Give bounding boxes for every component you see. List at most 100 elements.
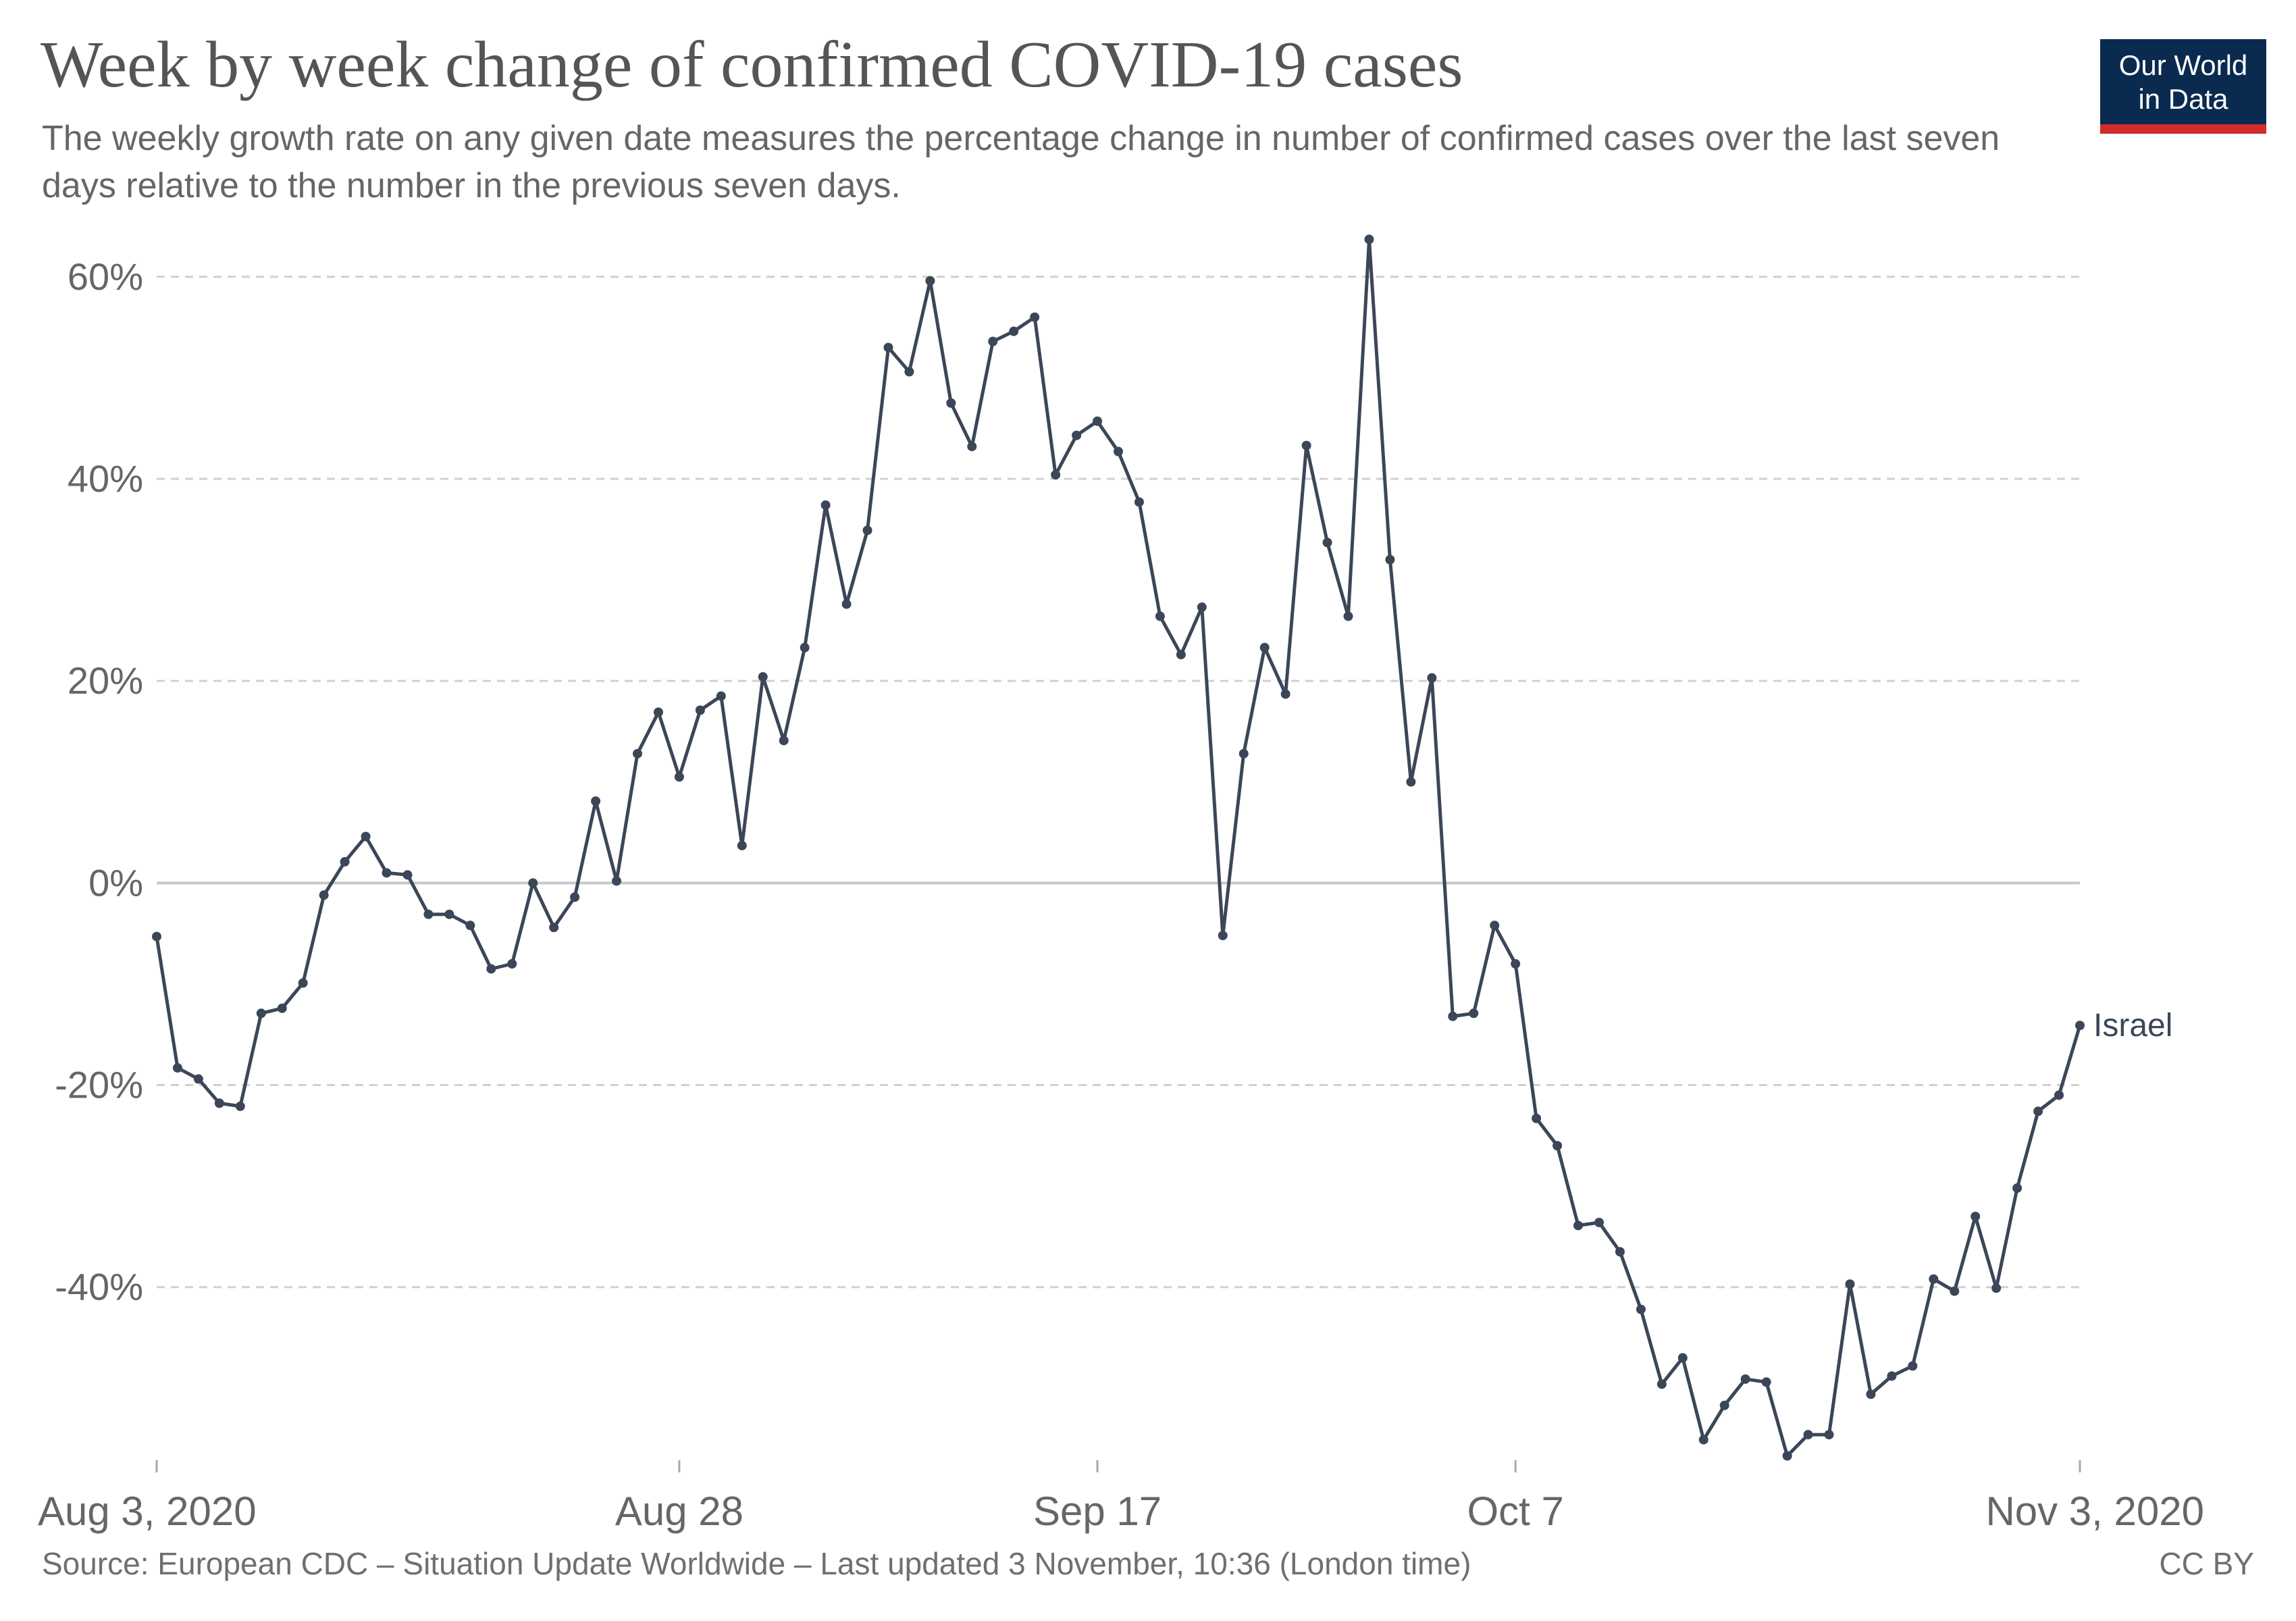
- license-link[interactable]: CC BY: [2159, 1546, 2254, 1581]
- data-point: [1824, 1430, 1834, 1440]
- data-point: [1532, 1113, 1542, 1123]
- data-point: [988, 336, 998, 346]
- data-point: [549, 923, 559, 933]
- series-layer: Israel: [152, 234, 2172, 1461]
- data-point: [1490, 921, 1500, 931]
- data-point: [1929, 1274, 1939, 1284]
- data-point: [1030, 312, 1040, 322]
- series-label-israel[interactable]: Israel: [2093, 1008, 2172, 1044]
- data-point: [235, 1101, 245, 1111]
- data-point: [1761, 1377, 1771, 1387]
- y-tick-label: 40%: [68, 457, 143, 500]
- data-point: [925, 276, 935, 286]
- data-point: [1782, 1451, 1792, 1461]
- data-point: [340, 856, 350, 867]
- data-point: [1615, 1247, 1625, 1257]
- data-point: [1238, 748, 1249, 758]
- data-point: [1908, 1361, 1918, 1371]
- data-point: [695, 705, 705, 715]
- data-point: [1803, 1430, 1813, 1440]
- data-point: [1656, 1379, 1667, 1389]
- x-axis-ticks: Aug 3, 2020 Aug 28 Sep 17 Oct 7 Nov 3, 2020: [38, 1460, 2204, 1534]
- data-point: [800, 642, 810, 652]
- data-point: [1218, 931, 1228, 941]
- data-point: [1553, 1141, 1563, 1151]
- data-point: [1511, 958, 1521, 969]
- data-point: [591, 796, 601, 806]
- data-point: [674, 772, 684, 782]
- data-point: [444, 909, 454, 919]
- data-point: [570, 892, 580, 902]
- data-point: [1301, 440, 1311, 451]
- data-point: [1114, 446, 1123, 457]
- data-point: [1991, 1283, 2002, 1293]
- data-point: [486, 964, 496, 974]
- data-point: [1385, 555, 1395, 565]
- data-point: [1448, 1011, 1458, 1021]
- data-point: [1093, 416, 1103, 426]
- data-point: [361, 831, 371, 842]
- data-point: [298, 978, 308, 988]
- data-point: [319, 890, 329, 900]
- data-point: [1636, 1304, 1646, 1314]
- data-point: [1698, 1435, 1708, 1445]
- data-point: [1009, 326, 1019, 336]
- data-point: [1197, 602, 1207, 612]
- data-point: [1950, 1286, 1960, 1296]
- data-point: [382, 868, 392, 878]
- data-point: [277, 1003, 287, 1013]
- source-note: Source: European CDC – Situation Update …: [42, 1546, 1471, 1581]
- data-point: [633, 748, 642, 758]
- data-point: [1322, 538, 1332, 548]
- data-point: [612, 876, 622, 886]
- grid-lines: [157, 276, 2080, 1289]
- data-point: [1155, 611, 1165, 621]
- data-point: [1866, 1389, 1876, 1399]
- chart-title: Week by week change of confirmed COVID-1…: [41, 28, 1463, 101]
- data-point: [1719, 1400, 1729, 1410]
- data-point: [653, 707, 663, 717]
- data-point: [1677, 1353, 1688, 1363]
- data-point: [402, 870, 413, 880]
- data-point: [2012, 1183, 2023, 1193]
- data-point: [1887, 1371, 1897, 1381]
- owid-logo[interactable]: Our World in Data: [2100, 39, 2266, 134]
- data-point: [779, 736, 789, 746]
- data-point: [1343, 611, 1353, 621]
- data-point: [152, 931, 161, 942]
- data-point: [820, 500, 831, 510]
- data-point: [193, 1074, 203, 1084]
- y-tick-label: 20%: [68, 659, 143, 702]
- data-point: [1051, 469, 1061, 480]
- chart-subtitle: The weekly growth rate on any given date…: [42, 119, 2000, 205]
- data-point: [1134, 497, 1144, 507]
- data-point: [423, 909, 434, 919]
- data-point: [841, 599, 852, 609]
- data-point: [1176, 650, 1186, 660]
- data-point: [465, 921, 475, 931]
- y-tick-label: -40%: [55, 1266, 143, 1308]
- x-tick-label: Aug 3, 2020: [38, 1489, 257, 1534]
- data-point: [1594, 1217, 1604, 1227]
- data-point: [904, 367, 914, 377]
- y-tick-label: 60%: [68, 255, 143, 298]
- data-point: [862, 525, 872, 536]
- data-point: [1740, 1374, 1750, 1384]
- data-point: [1072, 430, 1082, 440]
- data-point: [1280, 689, 1290, 699]
- data-point: [528, 878, 538, 888]
- y-tick-label: 0%: [88, 861, 143, 904]
- data-point: [1573, 1220, 1584, 1231]
- data-point: [1971, 1211, 1981, 1221]
- x-tick-label: Oct 7: [1467, 1489, 1563, 1534]
- x-tick-label: Nov 3, 2020: [1985, 1489, 2204, 1534]
- logo-line-2: in Data: [2138, 83, 2228, 115]
- data-point: [1259, 642, 1270, 652]
- y-tick-label: -20%: [55, 1064, 143, 1106]
- data-point: [256, 1008, 266, 1019]
- data-point: [883, 342, 893, 353]
- data-point: [1469, 1008, 1479, 1019]
- data-point: [737, 840, 747, 850]
- data-point: [1845, 1279, 1855, 1289]
